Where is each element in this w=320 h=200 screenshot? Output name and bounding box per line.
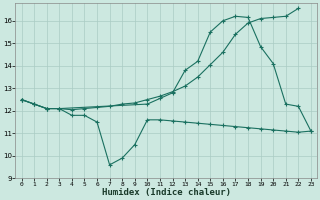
X-axis label: Humidex (Indice chaleur): Humidex (Indice chaleur) [102,188,231,197]
